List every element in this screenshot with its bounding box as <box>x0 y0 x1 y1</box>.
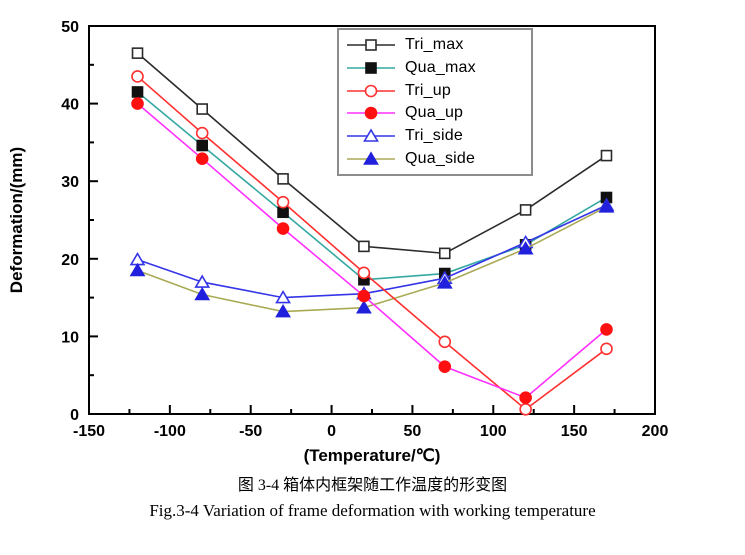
series-Tri_up <box>131 70 613 416</box>
y-tick-label: 10 <box>61 329 79 346</box>
marker-Tri_max <box>438 247 451 260</box>
legend-label-Tri_side: Tri_side <box>405 126 463 144</box>
marker-Qua_max <box>277 206 289 219</box>
marker-Tri_up <box>195 126 209 140</box>
line-Qua_side <box>137 206 607 313</box>
marker-Tri_up <box>438 335 452 349</box>
marker-Tri_up <box>357 266 371 280</box>
legend-item-Qua_side: Qua_side <box>345 148 525 170</box>
marker-Tri_max <box>365 39 377 52</box>
marker-Qua_up <box>438 360 452 373</box>
series-Tri_max <box>131 47 613 260</box>
series-Qua_up <box>131 97 613 405</box>
marker-Qua_max <box>131 86 144 98</box>
marker-Qua_side <box>517 241 534 255</box>
marker-Qua_side <box>194 286 211 301</box>
marker-Tri_side <box>275 290 291 304</box>
legend-label-Qua_up: Qua_up <box>405 104 464 122</box>
marker-Tri_up <box>600 342 613 356</box>
marker-Tri_max <box>131 47 144 59</box>
legend-key-Tri_side <box>347 128 395 142</box>
marker-Qua_up <box>131 97 144 110</box>
marker-Qua_up <box>600 323 613 336</box>
marker-Tri_up <box>276 195 290 209</box>
legend-item-Tri_up: Tri_up <box>345 80 525 102</box>
y-tick-label: 50 <box>61 19 79 36</box>
marker-Qua_side <box>129 262 146 277</box>
marker-Qua_max <box>365 62 377 74</box>
legend-item-Qua_max: Qua_max <box>345 57 525 79</box>
marker-Tri_side <box>194 274 211 288</box>
x-tick-label: 0 <box>327 423 336 440</box>
marker-Qua_up <box>364 106 378 120</box>
legend-item-Tri_side: Tri_side <box>345 125 525 147</box>
legend-item-Tri_max: Tri_max <box>345 34 525 56</box>
caption-english: Fig.3-4 Variation of frame deformation w… <box>149 501 596 520</box>
legend-key-Qua_up <box>347 106 395 120</box>
chart-legend: Tri_max Qua_max Tri_up Qua_up Tri_side Qua_si… <box>337 28 533 176</box>
legend-key-Tri_up <box>347 84 395 97</box>
x-tick-label: 200 <box>642 423 669 440</box>
x-tick-label: -100 <box>154 423 186 440</box>
y-axis-title: Deformation/(mm) <box>7 147 26 293</box>
y-tick-label: 40 <box>61 97 79 114</box>
x-tick-label: 100 <box>480 423 507 440</box>
x-tick-label: -50 <box>239 423 262 440</box>
legend-item-Qua_up: Qua_up <box>345 102 525 124</box>
marker-Qua_side <box>363 151 379 165</box>
legend-key-Qua_side <box>347 151 395 165</box>
legend-label-Tri_up: Tri_up <box>405 81 451 99</box>
marker-Tri_max <box>519 204 532 216</box>
legend-label-Tri_max: Tri_max <box>405 36 464 54</box>
line-Tri_side <box>137 204 607 299</box>
y-tick-label: 0 <box>70 407 79 424</box>
x-tick-label: -150 <box>73 423 105 440</box>
marker-Qua_side <box>598 199 615 213</box>
series-Qua_side <box>129 199 615 318</box>
x-tick-label: 150 <box>561 423 588 440</box>
legend-key-Tri_max <box>347 39 395 52</box>
legend-label-Qua_side: Qua_side <box>405 149 476 167</box>
marker-Qua_up <box>276 222 290 235</box>
marker-Qua_side <box>356 300 372 314</box>
caption-chinese: 图 3-4 箱体内框架随工作温度的形变图 <box>237 477 508 494</box>
y-tick-label: 20 <box>61 252 79 269</box>
series-Tri_side <box>129 197 615 304</box>
marker-Tri_max <box>196 103 208 115</box>
marker-Tri_up <box>131 70 144 83</box>
marker-Tri_max <box>600 149 613 162</box>
legend-label-Qua_max: Qua_max <box>405 58 476 76</box>
marker-Qua_side <box>436 275 453 289</box>
marker-Qua_side <box>275 303 291 318</box>
chart-plot: -150 -100 -50 0 50 100 150 200 0 10 20 30 40 50 (Tempe… <box>7 19 669 465</box>
marker-Tri_max <box>358 240 370 253</box>
marker-Tri_up <box>519 403 532 416</box>
x-tick-label: 50 <box>404 423 422 440</box>
legend-key-Qua_max <box>347 62 395 74</box>
x-axis-title: (Temperature/℃) <box>304 446 441 465</box>
marker-Qua_up <box>357 289 371 303</box>
marker-Tri_up <box>364 84 378 97</box>
marker-Qua_max <box>196 139 208 152</box>
marker-Tri_side <box>363 128 379 142</box>
figure-captions: 图 3-4 箱体内框架随工作温度的形变图 Fig.3-4 Variation o… <box>0 474 745 524</box>
y-tick-label: 30 <box>61 174 79 191</box>
marker-Qua_up <box>519 391 532 405</box>
marker-Tri_max <box>277 173 289 185</box>
marker-Qua_up <box>195 152 209 165</box>
